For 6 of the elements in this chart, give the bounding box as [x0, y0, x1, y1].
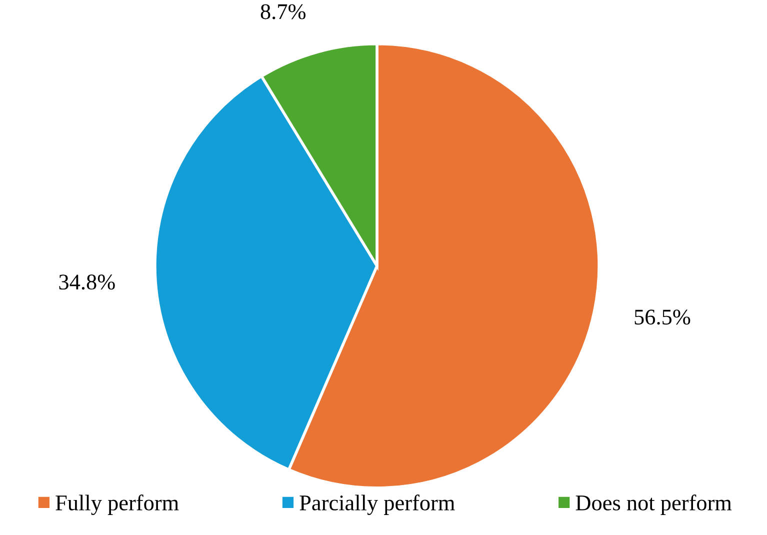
legend-label: Fully perform	[56, 494, 179, 515]
legend-label: Parcially perform	[300, 494, 455, 515]
data-label: 56.5%	[634, 310, 690, 325]
data-label: 8.7%	[260, 4, 306, 20]
data-label: 34.8%	[59, 274, 115, 290]
legend-label: Does not perform	[576, 494, 732, 515]
